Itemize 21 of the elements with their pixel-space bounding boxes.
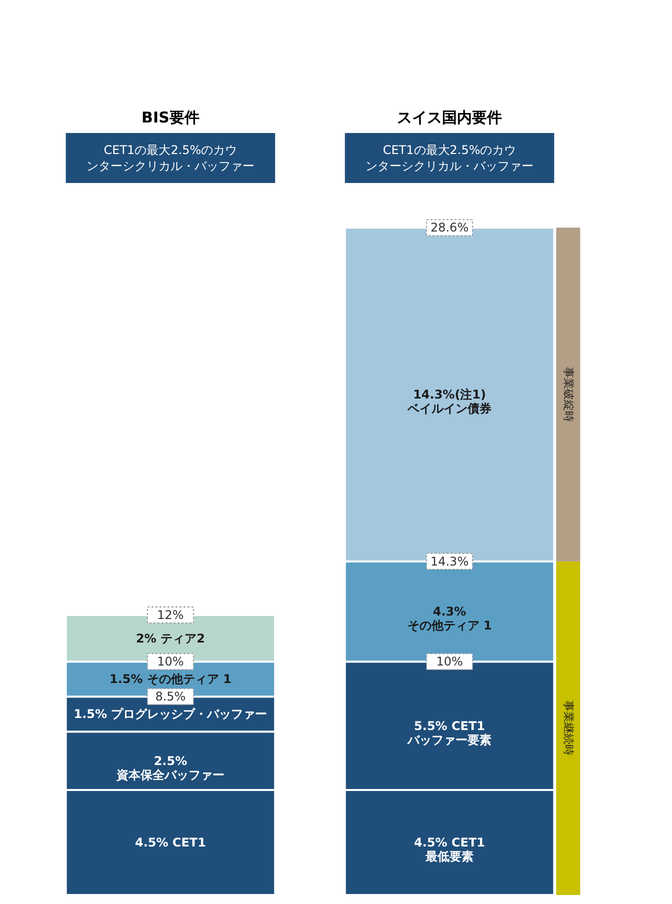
data-label: 2% ティア2 (136, 631, 205, 646)
data-label: 2.5% 資本保全バッファー (115, 754, 224, 782)
data-label: 4.5% CET1 (134, 836, 206, 850)
data-label: 4.3% その他ティア 1 (407, 604, 492, 632)
x-tick-label: BIS要件 (142, 108, 200, 126)
data-label: 1.5% その他ティア 1 (109, 672, 232, 686)
data-label: 4.5% CET1 最低要素 (414, 836, 486, 864)
data-label: 5.5% CET1 バッファー要素 (406, 718, 492, 747)
text: CET1の最大2.5%のカウンターシクリカル・バッファー (366, 143, 534, 173)
annotation: 10% (436, 654, 463, 669)
band-label: 事業破綻時 (562, 367, 576, 422)
data-label: 1.5% プログレッシブ・バッファー (74, 707, 268, 722)
band-label: 事業継続時 (562, 700, 576, 756)
text: CET1の最大2.5%のカウンターシクリカル・バッファー (86, 143, 254, 173)
annotation: 10% (157, 654, 184, 669)
annotation: 14.3% (430, 554, 469, 568)
annotation: 12% (157, 608, 184, 622)
data-label: 14.3%(注1) ベイルイン債券 (406, 388, 493, 416)
annotation: 8.5% (155, 690, 186, 704)
annotation: 28.6% (430, 220, 469, 235)
x-tick-label: スイス国内要件 (397, 108, 502, 126)
